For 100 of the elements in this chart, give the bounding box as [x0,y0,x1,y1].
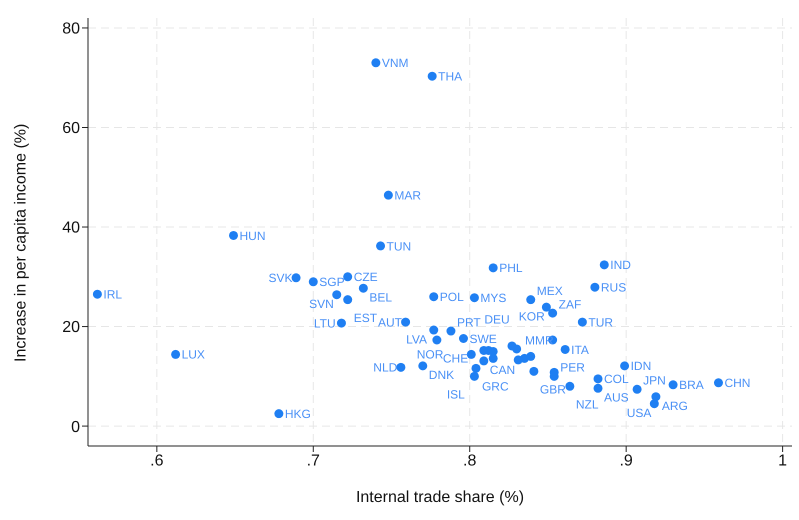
point [418,361,428,370]
point [274,409,284,418]
point [308,277,318,286]
annotation: SWE [469,332,497,346]
annotation: DNK [428,368,454,382]
annotation: IRL [103,288,122,302]
annotation: THA [438,70,462,84]
annotation: LUX [182,348,205,362]
point [526,352,536,361]
annotation: PHL [499,261,523,276]
annotation: MAR [394,188,422,202]
annotation: USA [626,406,652,420]
point [92,290,102,299]
annotation: SVK [268,271,292,286]
point [376,241,386,250]
point [488,263,498,272]
point [578,318,587,327]
annotation: ARG [662,399,688,414]
x-axis-title: Internal trade share (%) [356,489,524,506]
annotation: CAN [490,363,516,378]
x-tick-label: .6 [150,452,164,470]
annotation: TUR [588,315,614,330]
point [343,295,352,304]
annotation: RUS [600,280,626,295]
y-tick-label: 60 [62,120,80,138]
annotation: AUT [378,315,403,330]
point [358,284,368,293]
point [429,326,438,335]
annotation: HKG [284,406,311,421]
annotation: PRT [456,315,482,330]
x-tick-label: 1 [778,452,788,470]
annotation: IND [610,258,632,272]
point [479,356,488,366]
point [332,290,342,300]
point [396,362,406,372]
annotation: VNM [382,56,409,70]
point [565,382,574,391]
annotation: EST [354,311,378,326]
point [526,295,536,304]
annotation: SVN [309,297,334,312]
point [650,399,659,408]
annotation: TUN [386,239,412,254]
point [529,366,538,376]
annotation: CZE [354,270,378,284]
annotation: SGP [319,275,345,290]
point [471,364,480,373]
point [429,292,438,302]
annotation: LVA [406,332,428,346]
point [470,293,479,302]
annotation: AUS [604,390,629,405]
point [620,361,630,370]
annotation: CHE [442,351,468,366]
point [228,230,238,240]
annotation: NOR [416,348,444,362]
annotation: LTU [314,316,336,330]
point [371,58,380,68]
point [292,273,301,282]
annotation: ZAF [558,297,582,312]
point [446,326,456,336]
annotation: KOR [518,309,546,324]
annotation: NZL [576,398,599,412]
point [428,72,437,81]
annotation: HUN [239,228,266,243]
point [401,318,410,327]
annotation: GRC [482,380,509,394]
annotation: GBR [540,382,566,397]
point [632,384,642,394]
annotation: JPN [643,374,666,388]
annotation: ISL [446,388,466,402]
x-tick-label: .8 [463,452,476,470]
y-tick-label: 20 [62,319,80,336]
point [714,378,723,388]
annotation: BEL [369,290,392,305]
point [470,372,479,381]
point [548,308,558,318]
y-axis-title: Increase in per capita income (%) [12,124,30,362]
annotation: POL [440,290,464,304]
point [458,334,468,343]
point [384,190,393,200]
annotation: PER [560,360,586,375]
annotation: ITA [571,342,589,357]
point [343,272,352,282]
point [542,302,551,312]
x-tick-label: .9 [619,452,633,470]
point [514,355,523,364]
point [466,350,476,359]
point [336,318,346,328]
annotation: COL [604,372,630,386]
annotation: NLD [373,360,398,375]
point [594,384,603,393]
point [590,282,600,292]
x-tick-label: .7 [306,452,320,470]
point [512,344,522,354]
point [594,374,603,384]
y-tick-label: 0 [71,418,80,436]
annotation: MEX [536,284,563,298]
annotation: BRA [679,378,704,392]
annotation: CHN [724,376,750,390]
y-tick-label: 40 [62,220,80,237]
point [432,335,442,344]
